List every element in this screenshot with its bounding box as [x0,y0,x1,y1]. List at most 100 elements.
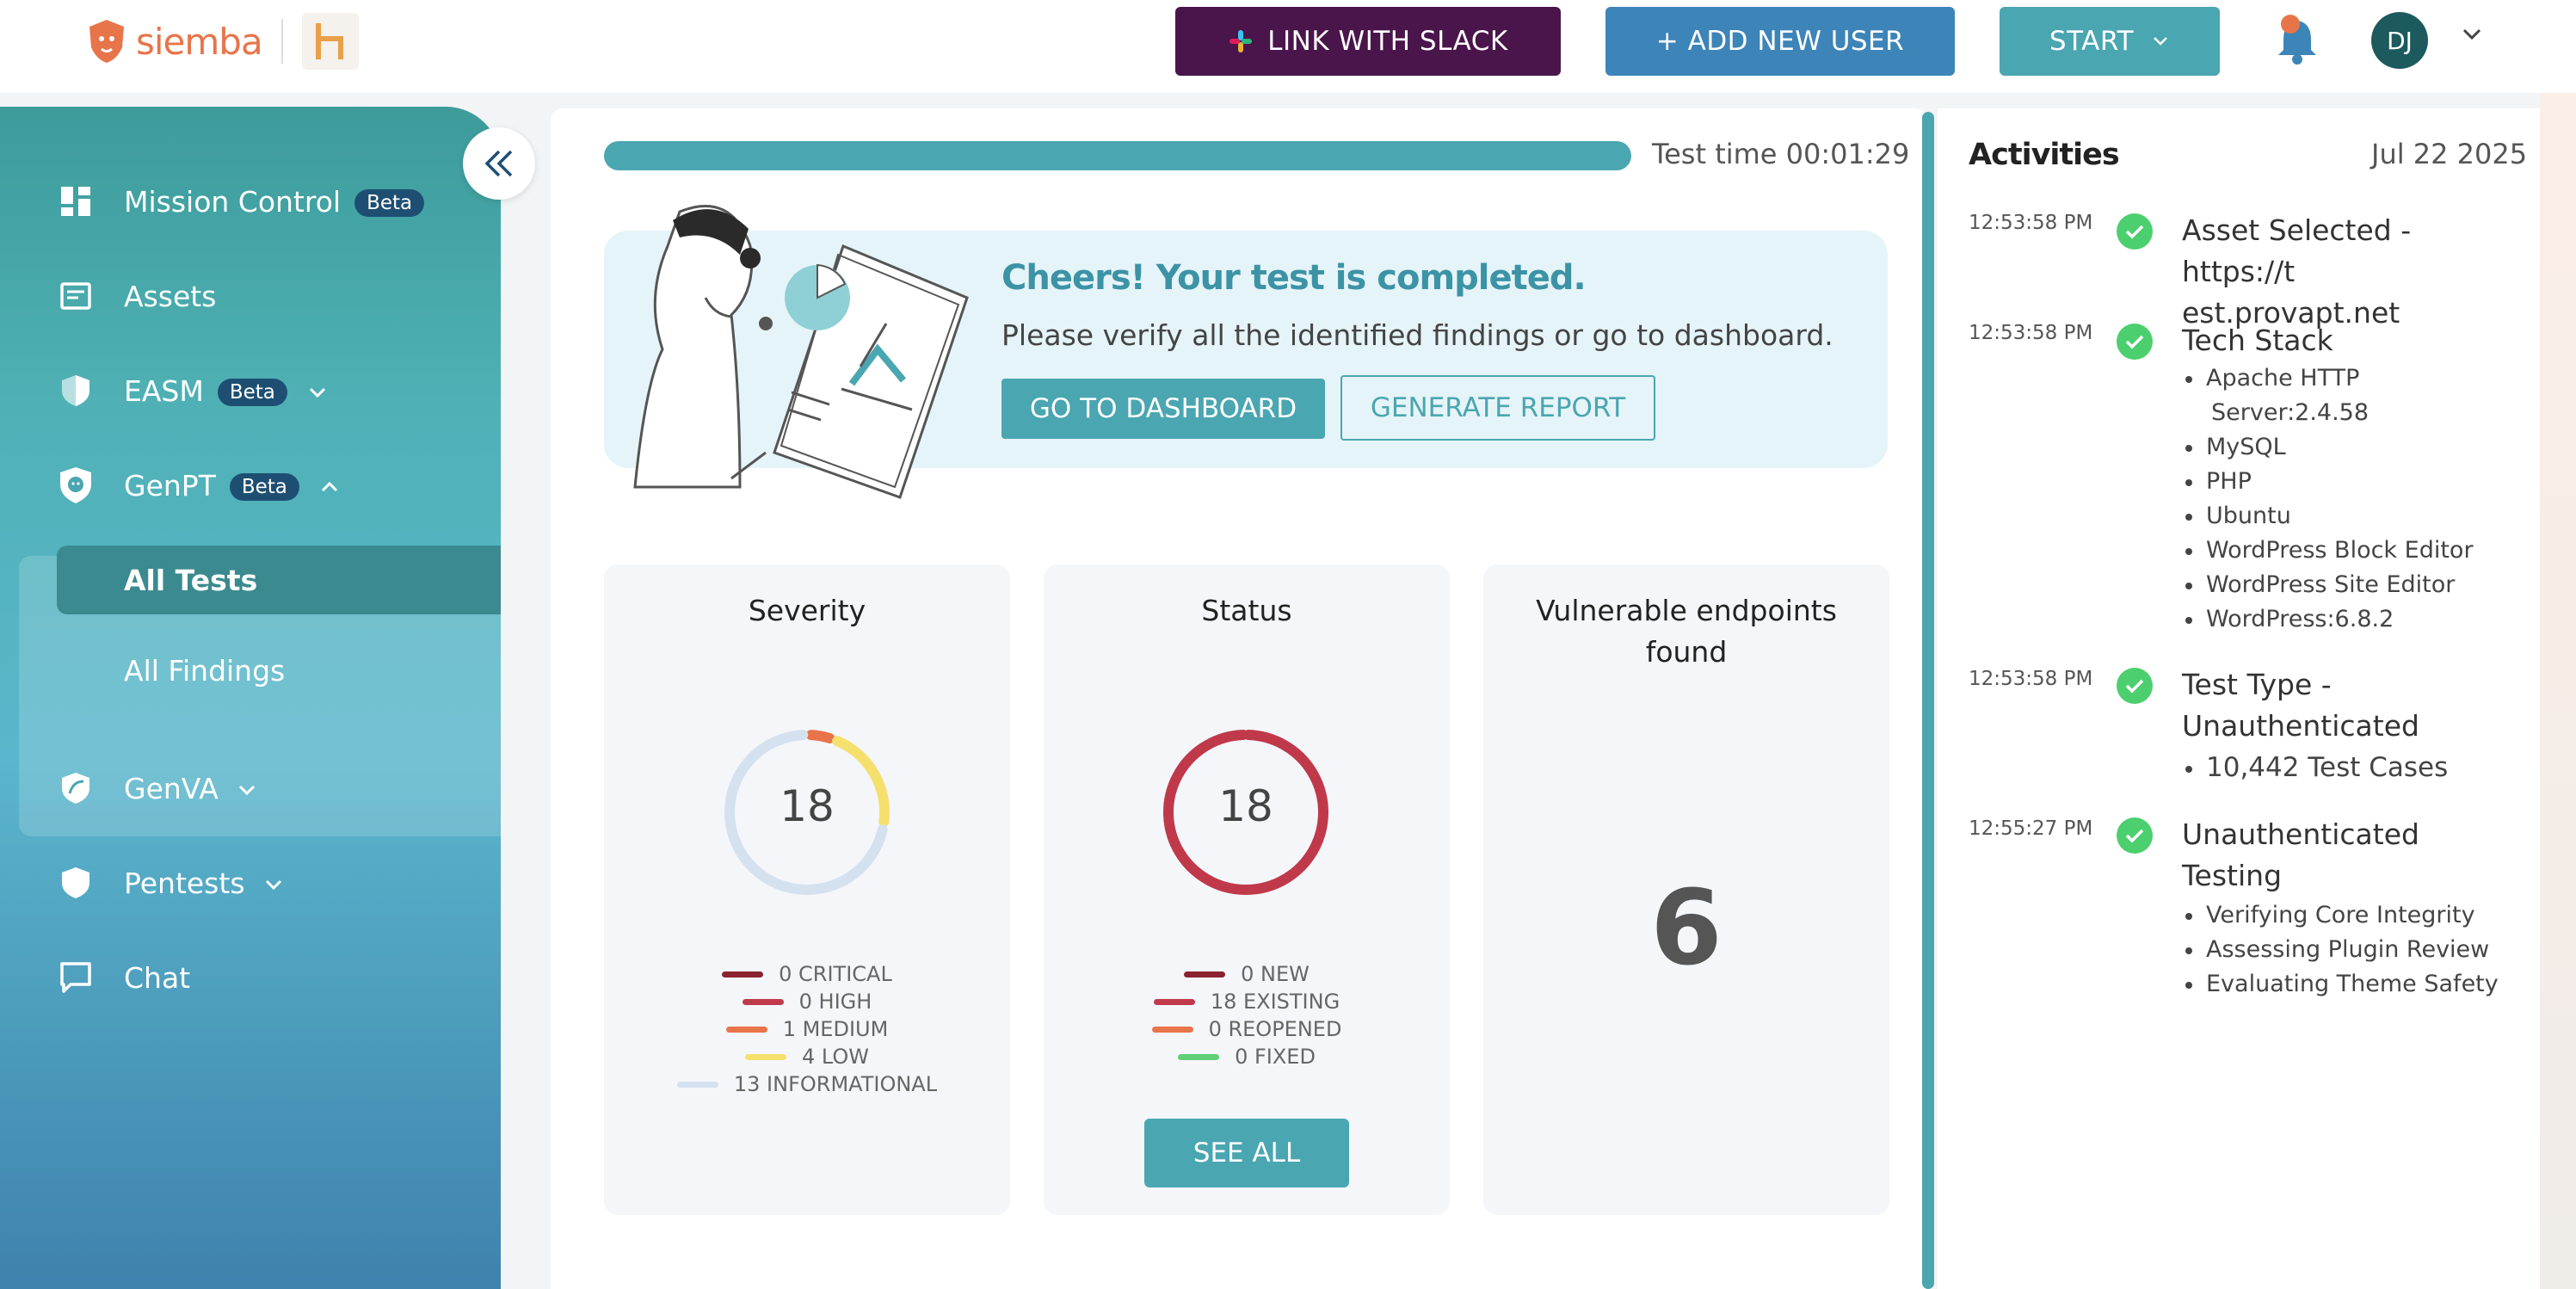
legend-label: 4 LOW [801,1045,870,1069]
event-item-text: 10,442 Test Cases [2206,752,2449,783]
activities-panel [1938,108,2540,1289]
mission-control-label: Mission Control [124,184,342,219]
chat-icon [57,959,95,996]
dashboard-icon [57,182,95,220]
legend-swatch [742,998,784,1005]
logo-divider [280,19,283,64]
event-item: MySQL [2185,430,2286,465]
panel-divider [1922,112,1934,1289]
event-title-line2: Unauthenticated [2182,709,2419,743]
chevron-down-icon [265,879,282,891]
banner-message: Please verify all the identified finding… [1001,318,1833,352]
event-item: PHP [2185,465,2252,499]
event-title-line2: Testing [2182,859,2283,892]
event-item: Evaluating Theme Safety [2185,967,2499,1002]
background-decoration [2540,93,2576,1289]
sidebar: Mission Control Beta Assets EASM Beta GenP… [0,107,501,1289]
endpoints-title-line1: Vulnerable endpoints [1536,594,1837,627]
event-item: Assessing Plugin Review [2185,933,2489,967]
link-slack-button[interactable]: LINK WITH SLACK [1175,7,1561,76]
event-item-continuation: Server:2.4.58 [2211,399,2370,426]
sidebar-item-label: GenPT Beta [124,469,341,503]
event-title-line2: est.provapt.net [2182,296,2400,330]
bullet-dot [2185,582,2192,589]
status-total: 18 [1218,781,1273,831]
bullet-dot [2185,547,2192,555]
sidebar-item-label: Assets [124,279,217,313]
legend-swatch [1184,971,1226,978]
beta-badge: Beta [229,473,299,501]
see-all-button[interactable]: SEE ALL [1144,1119,1349,1187]
shield-leaf-icon [57,769,95,807]
event-title-line1: Test Type - [2182,668,2332,701]
event-item: Apache HTTP [2185,361,2359,396]
sidebar-item-mission-control[interactable]: Mission Control Beta [0,167,501,236]
event-title-line1: Unauthenticated [2182,817,2419,851]
vulnerable-endpoints-count: 6 [1650,869,1722,989]
legend-swatch [1153,998,1195,1005]
event-item-text: Evaluating Theme Safety [2206,971,2499,997]
user-avatar[interactable]: DJ [2371,12,2428,69]
severity-donut-segment [724,730,888,895]
vulnerable-endpoints-card: Vulnerable endpoints found [1483,564,1889,1215]
legend-label: 0 FIXED [1235,1045,1316,1069]
add-new-user-button[interactable]: + ADD NEW USER [1605,7,1955,76]
logo[interactable]: siemba [86,13,359,70]
legend-critical: 0 CRITICAL [604,960,1010,988]
activities-title: Activities [1969,138,2120,172]
bullet-dot [2185,444,2192,452]
event-time: 12:53:58 PM [1969,322,2093,344]
generate-report-button[interactable]: GENERATE REPORT [1340,375,1655,441]
severity-donut-segment [832,736,890,827]
slack-icon [1229,30,1253,52]
double-chevron-left-icon [484,150,513,177]
legend-label: 13 INFORMATIONAL [733,1072,938,1096]
start-label: START [2049,26,2135,57]
banner-title: Cheers! Your test is completed. [1001,258,1587,298]
sidebar-subitem-all-tests[interactable]: All Tests [57,546,501,614]
top-header: siemba LINK WITH SLACK + ADD NEW USER ST… [0,0,2576,93]
activities-date: Jul 22 2025 [2371,138,2528,170]
event-item: WordPress Site Editor [2185,568,2455,602]
lion-shield-icon [57,466,95,504]
start-button[interactable]: START [2000,7,2220,76]
bullet-dot [2185,947,2192,954]
legend-high: 0 HIGH [604,988,1010,1015]
chevron-down-icon[interactable] [2459,24,2485,45]
event-item-text: Assessing Plugin Review [2206,936,2490,963]
chevron-down-icon [2154,37,2167,46]
status-donut-chart [1163,730,1328,895]
sidebar-item-pentests[interactable]: Pentests [0,848,501,917]
sidebar-item-easm[interactable]: EASM Beta [0,356,501,425]
event-item-text: Apache HTTP [2206,365,2360,392]
notification-bell-icon[interactable] [2271,12,2323,67]
legend-label: 0 REOPENED [1208,1017,1342,1041]
legend-label: 0 CRITICAL [779,962,892,986]
bullet-dot [2185,616,2192,624]
logo-text: siemba [136,20,263,63]
easm-label: EASM [124,373,204,408]
sidebar-item-genva[interactable]: GenVA [0,754,501,823]
genva-label: GenVA [124,771,219,805]
sidebar-item-genpt[interactable]: GenPT Beta [0,451,501,520]
event-time: 12:53:58 PM [1969,212,2093,234]
event-title: Unauthenticated Testing [2182,814,2517,897]
chevron-down-icon [310,387,326,398]
sidebar-subitem-all-findings[interactable]: All Findings [124,654,286,688]
severity-title: Severity [748,594,866,627]
sidebar-item-chat[interactable]: Chat [0,943,501,1012]
collapse-sidebar-button[interactable] [463,127,535,200]
event-item-text: WordPress Block Editor [2206,537,2474,564]
check-icon [2117,817,2153,854]
test-time: Test time 00:01:29 [1652,138,1910,170]
sidebar-item-label: Chat [124,960,191,995]
sidebar-item-label: EASM Beta [124,374,329,408]
legend-swatch [725,1026,767,1033]
sidebar-item-assets[interactable]: Assets [0,262,501,330]
endpoints-title-line2: found [1645,635,1728,669]
legend-swatch [676,1081,718,1088]
legend-reopened: 0 REOPENED [1044,1015,1450,1043]
go-to-dashboard-button[interactable]: GO TO DASHBOARD [1001,379,1325,439]
event-title-line1: Asset Selected - https://t [2182,213,2412,288]
event-item-text: MySQL [2206,434,2286,460]
